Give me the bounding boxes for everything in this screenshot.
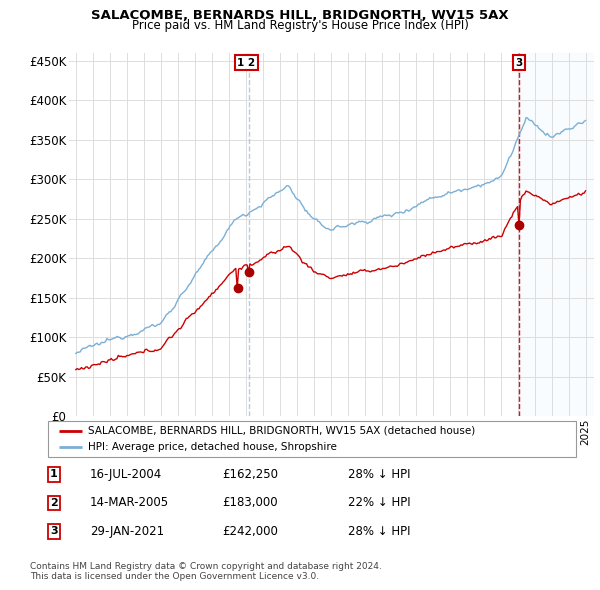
Text: 22% ↓ HPI: 22% ↓ HPI [348, 496, 410, 510]
Text: £242,000: £242,000 [222, 525, 278, 538]
Bar [519, 53, 594, 416]
Text: 16-JUL-2004: 16-JUL-2004 [90, 468, 162, 481]
Text: HPI: Average price, detached house, Shropshire: HPI: Average price, detached house, Shro… [88, 442, 337, 453]
Text: 28% ↓ HPI: 28% ↓ HPI [348, 525, 410, 538]
Text: 29-JAN-2021: 29-JAN-2021 [90, 525, 164, 538]
Text: This data is licensed under the Open Government Licence v3.0.: This data is licensed under the Open Gov… [30, 572, 319, 581]
Text: £162,250: £162,250 [222, 468, 278, 481]
Text: 14-MAR-2005: 14-MAR-2005 [90, 496, 169, 510]
Text: 1: 1 [50, 470, 58, 480]
Text: £183,000: £183,000 [222, 496, 278, 510]
Text: 2: 2 [50, 498, 58, 508]
Text: 1 2: 1 2 [238, 58, 256, 68]
Text: SALACOMBE, BERNARDS HILL, BRIDGNORTH, WV15 5AX: SALACOMBE, BERNARDS HILL, BRIDGNORTH, WV… [91, 9, 509, 22]
Text: SALACOMBE, BERNARDS HILL, BRIDGNORTH, WV15 5AX (detached house): SALACOMBE, BERNARDS HILL, BRIDGNORTH, WV… [88, 425, 475, 435]
Text: 3: 3 [515, 58, 523, 68]
Text: Contains HM Land Registry data © Crown copyright and database right 2024.: Contains HM Land Registry data © Crown c… [30, 562, 382, 571]
Text: 28% ↓ HPI: 28% ↓ HPI [348, 468, 410, 481]
Text: Price paid vs. HM Land Registry's House Price Index (HPI): Price paid vs. HM Land Registry's House … [131, 19, 469, 32]
Text: 3: 3 [50, 526, 58, 536]
